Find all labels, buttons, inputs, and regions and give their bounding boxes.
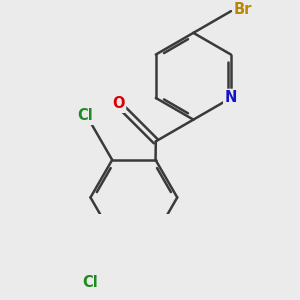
Text: N: N — [225, 90, 237, 105]
Text: Cl: Cl — [77, 108, 93, 123]
Text: Br: Br — [234, 2, 252, 16]
Text: O: O — [112, 96, 124, 111]
Text: Cl: Cl — [82, 275, 98, 290]
